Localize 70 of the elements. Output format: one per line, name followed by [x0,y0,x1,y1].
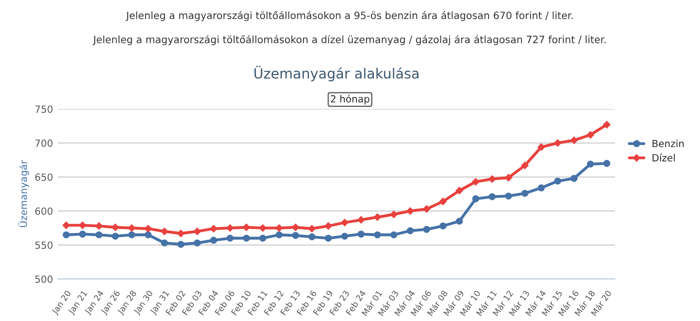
point [586,160,594,168]
point [472,195,480,202]
point [423,226,430,233]
point [505,192,512,200]
legend-label: Dízel [652,154,675,162]
y-tick-label: 750 [35,105,52,113]
point [456,218,463,225]
point [358,230,365,238]
point [472,178,480,186]
point [242,234,250,242]
text: Jelenleg a magyarországi töltőállomásokon a 95-ös benzin ára átlagosan 670 forint / liter. [126,11,573,22]
point [440,222,446,230]
point [276,231,283,238]
point [341,232,348,240]
point [538,184,545,192]
point [504,174,512,182]
point [406,207,414,215]
y-tick-label: 650 [35,173,52,181]
point [177,240,184,248]
point [422,205,431,213]
point [62,231,70,238]
point [144,231,152,238]
y-axis-title: Üzemanyagár [18,160,30,227]
point [521,190,528,197]
point [603,160,610,167]
point [160,227,168,236]
y-tick-label: 500 [35,275,52,283]
point [194,239,201,246]
point [226,234,234,242]
point [488,193,496,200]
point [193,227,202,236]
point [259,234,266,242]
chart-title: Üzemanyagár alakulása [254,66,418,82]
point [374,213,382,222]
point [406,227,414,234]
text: 2 hónap [330,94,370,104]
point [390,231,398,238]
y-tick-label: 600 [35,207,52,215]
point [161,239,168,246]
point [439,198,447,206]
point [95,231,102,238]
point [554,178,562,185]
point [340,218,349,226]
legend-label: Benzin [652,140,684,148]
y-tick-label: 700 [35,139,52,147]
point [308,224,316,233]
point [520,162,529,170]
point [324,234,332,242]
point [226,224,234,232]
text: Jelenleg a magyarországi töltőállomásokon a dízel üzemanyag / gázolaj ára átlagosan 727 forint / liter. [92,35,606,46]
point [210,236,218,244]
point [570,136,578,144]
point [292,232,300,239]
point [112,232,119,240]
point [455,186,464,195]
point [374,231,381,238]
point [390,210,398,218]
y-tick-label: 550 [35,241,52,249]
point [79,230,86,238]
point [128,231,136,238]
point [602,120,611,129]
point [324,222,332,230]
point [292,223,300,232]
point [357,216,365,224]
point [537,143,546,152]
point [570,174,578,182]
point [95,222,103,230]
point [586,130,594,139]
point [308,233,316,240]
point [554,139,562,147]
